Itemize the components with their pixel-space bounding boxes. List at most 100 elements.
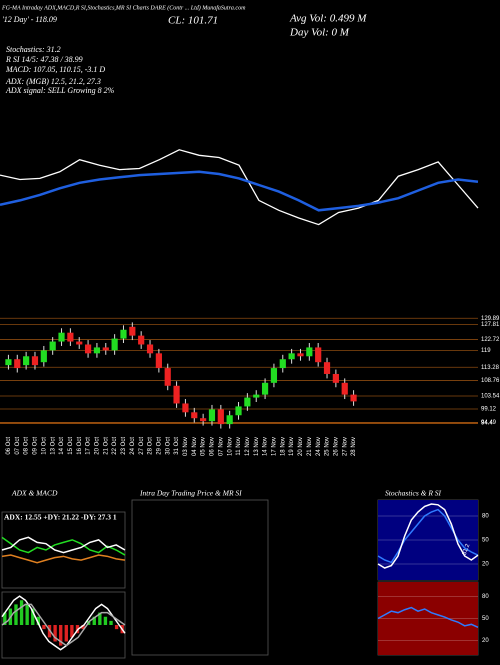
candle-body bbox=[14, 359, 21, 369]
y-tick-label: 119 bbox=[481, 348, 491, 354]
y-tick-label: 122.72 bbox=[481, 337, 500, 343]
macd-bar bbox=[109, 620, 113, 625]
candle-body bbox=[49, 341, 56, 351]
candle-body bbox=[253, 394, 260, 398]
candle-body bbox=[350, 394, 357, 402]
series-line bbox=[1, 536, 126, 554]
x-tick-label: 07 Nov bbox=[218, 437, 224, 456]
candle-body bbox=[67, 332, 74, 342]
macd-bar bbox=[114, 625, 119, 630]
y-tick-label: 20 bbox=[482, 562, 489, 568]
macd-bar bbox=[81, 625, 85, 630]
x-tick-label: 26 Nov bbox=[333, 437, 339, 456]
x-tick-label: 23 Oct bbox=[121, 437, 127, 455]
macd-bar bbox=[53, 625, 57, 642]
y-tick-label: 94.4 bbox=[481, 421, 493, 427]
y-tick-label: 127.81 bbox=[481, 322, 500, 328]
series-line bbox=[1, 536, 126, 556]
series-line bbox=[1, 595, 126, 651]
x-tick-label: 11 Nov bbox=[236, 437, 242, 456]
x-tick-label: 10 Oct bbox=[41, 437, 47, 455]
macd-bar bbox=[19, 600, 24, 625]
x-tick-label: 13 Oct bbox=[50, 437, 56, 455]
candle-body bbox=[155, 353, 162, 369]
x-tick-label: 17 Nov bbox=[272, 437, 278, 456]
series-line bbox=[0, 170, 479, 212]
candle-body bbox=[102, 347, 109, 351]
x-tick-label: 06 Oct bbox=[6, 437, 12, 455]
candle-body bbox=[288, 353, 295, 360]
candle-body bbox=[332, 373, 339, 383]
candle-body bbox=[244, 397, 251, 407]
macd-bar bbox=[70, 625, 74, 638]
stoch-text: Stochastics: 31.2 bbox=[6, 45, 61, 54]
x-tick-label: 14 Oct bbox=[59, 437, 65, 455]
panel-title: ADX & MACD bbox=[11, 489, 58, 498]
series-line bbox=[377, 503, 479, 569]
y-tick-label: 80 bbox=[482, 514, 489, 520]
x-tick-label: 21 Oct bbox=[103, 437, 109, 455]
macd-text: MACD: 107.05, 110.15, -3.1 D bbox=[5, 65, 105, 74]
panel-title: Intra Day Trading Price & MR SI bbox=[139, 489, 242, 498]
x-tick-label: 14 Nov bbox=[263, 437, 269, 456]
y-tick-label: 50 bbox=[482, 616, 489, 622]
macd-bar bbox=[64, 625, 68, 642]
x-tick-label: 10 Nov bbox=[227, 437, 233, 456]
rsi-text: R SI 14/5: 47.38 / 38.99 bbox=[5, 55, 83, 64]
candle-body bbox=[58, 332, 65, 342]
candle-body bbox=[173, 385, 180, 404]
series-line bbox=[1, 554, 126, 564]
candle-body bbox=[146, 344, 154, 354]
candle-body bbox=[315, 347, 322, 363]
y-tick-label: 50 bbox=[482, 538, 489, 544]
x-tick-label: 25 Nov bbox=[325, 437, 331, 456]
x-tick-label: 22 Oct bbox=[112, 437, 118, 455]
x-tick-label: 21 Nov bbox=[307, 437, 313, 456]
candle-body bbox=[217, 409, 224, 425]
annotation: 31.2 bbox=[462, 543, 472, 557]
candle-body bbox=[235, 406, 242, 416]
ma-line: '12 Day' - 118.09 bbox=[2, 15, 57, 24]
candle-body bbox=[111, 338, 118, 351]
day-vol: Day Vol: 0 M bbox=[289, 27, 350, 39]
candle-body bbox=[341, 382, 348, 395]
top-line: FG-MA Intraday ADX,MACD,R SI,Stochastics… bbox=[1, 4, 246, 11]
x-tick-label: 04 Nov bbox=[192, 437, 198, 456]
candle-body bbox=[76, 341, 83, 345]
x-tick-label: 19 Nov bbox=[289, 437, 295, 456]
x-tick-label: 24 Nov bbox=[316, 437, 322, 456]
x-tick-label: 12 Nov bbox=[245, 437, 251, 456]
x-tick-label: 08 Oct bbox=[24, 437, 30, 455]
candle-body bbox=[297, 353, 304, 357]
x-tick-label: 20 Nov bbox=[298, 437, 304, 456]
panel-bg bbox=[378, 582, 478, 655]
x-tick-label: 06 Nov bbox=[210, 437, 216, 456]
adx-signal: ADX signal: SELL Growing 8 2% bbox=[5, 86, 115, 95]
close: CL: 101.71 bbox=[168, 15, 218, 27]
candle-body bbox=[40, 350, 47, 363]
candle-body bbox=[120, 329, 127, 339]
candle-body bbox=[270, 368, 278, 383]
macd-bar bbox=[31, 608, 35, 625]
x-tick-label: 07 Oct bbox=[15, 437, 21, 455]
macd-bar bbox=[36, 616, 41, 625]
series-line bbox=[1, 603, 126, 647]
x-tick-label: 09 Oct bbox=[33, 437, 39, 455]
avg-vol: Avg Vol: 0.499 M bbox=[289, 13, 367, 25]
y-tick-label: 113.28 bbox=[481, 365, 500, 371]
candle-body bbox=[261, 382, 269, 395]
x-tick-label: 27 Oct bbox=[139, 437, 145, 455]
x-tick-label: 03 Nov bbox=[183, 437, 189, 456]
series-line bbox=[377, 606, 479, 628]
candle-body bbox=[129, 326, 136, 336]
series-line bbox=[377, 508, 479, 564]
candle-body bbox=[84, 344, 92, 354]
y-tick-label: 99.12 bbox=[481, 407, 497, 413]
x-tick-label: 18 Nov bbox=[280, 437, 286, 456]
x-tick-label: 24 Oct bbox=[130, 437, 136, 455]
panel-frame bbox=[131, 499, 269, 656]
y-tick-label: 94.49 bbox=[481, 420, 497, 426]
macd-bar bbox=[14, 604, 18, 625]
